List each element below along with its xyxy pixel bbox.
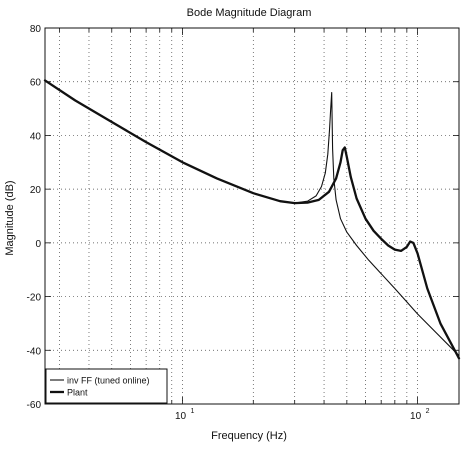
- x-tick-label: 10: [410, 411, 422, 422]
- x-tick-exponent: 2: [426, 408, 430, 415]
- plot-frame: [44, 27, 460, 405]
- legend-label: inv FF (tuned online): [67, 376, 150, 386]
- legend-box: [45, 368, 168, 404]
- y-tick-label: 0: [35, 239, 41, 250]
- y-tick-label: -60: [27, 400, 42, 411]
- y-tick-label: 40: [30, 131, 42, 142]
- series-lines: [43, 79, 461, 360]
- grid-lines: [45, 28, 459, 404]
- axes: [44, 27, 460, 405]
- y-tick-label: 80: [30, 24, 42, 35]
- y-tick-label: 60: [30, 78, 42, 89]
- series-line-plant: [43, 79, 461, 360]
- y-axis-label: Magnitude (dB): [4, 180, 16, 255]
- x-tick-exponent: 1: [191, 408, 195, 415]
- y-tick-label: -40: [27, 346, 42, 357]
- legend: inv FF (tuned online) Plant: [45, 368, 168, 404]
- tick-labels: -60 -40 -20 0 20 40 60 80 10 1 10 2: [27, 24, 430, 422]
- y-tick-label: -20: [27, 293, 42, 304]
- legend-label: Plant: [67, 388, 88, 398]
- chart-title: Bode Magnitude Diagram: [187, 7, 312, 19]
- x-axis-label: Frequency (Hz): [211, 430, 287, 442]
- series-line-inv-ff: [44, 79, 460, 357]
- y-tick-label: 20: [30, 185, 42, 196]
- x-tick-label: 10: [175, 411, 187, 422]
